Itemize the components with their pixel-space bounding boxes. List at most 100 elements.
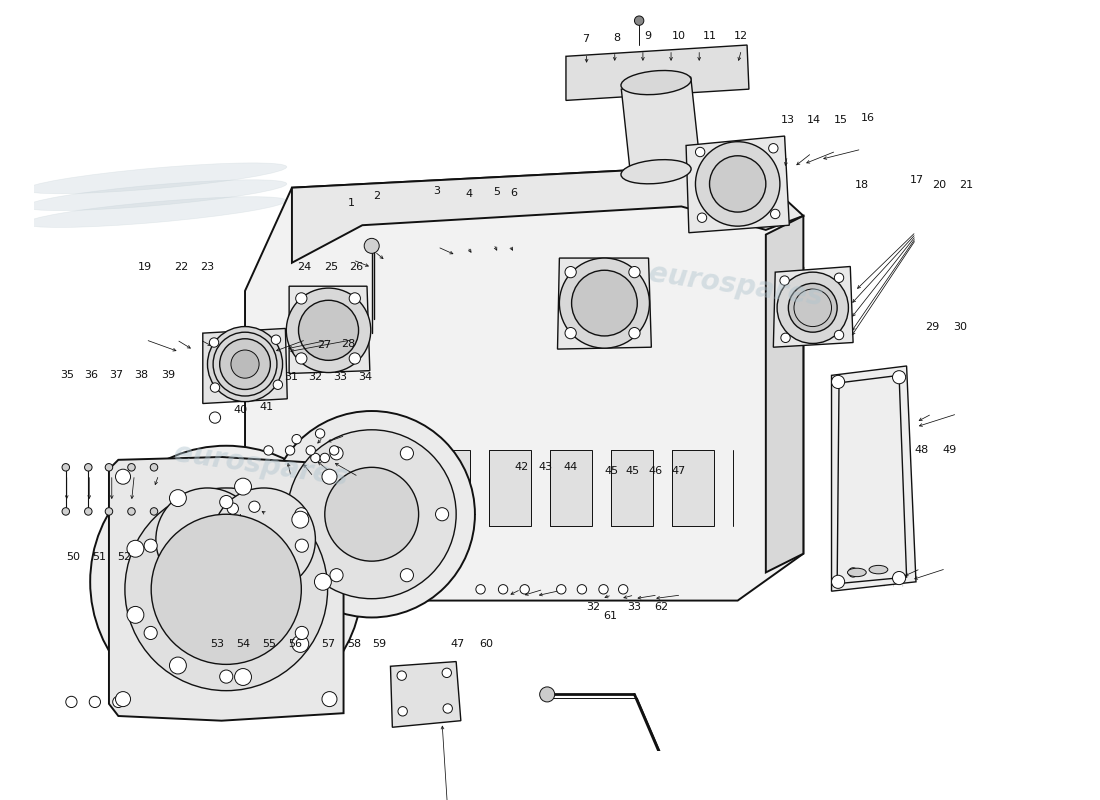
Circle shape (285, 446, 295, 455)
Polygon shape (672, 450, 714, 526)
Polygon shape (202, 329, 287, 403)
Text: 3: 3 (433, 186, 440, 197)
Circle shape (85, 508, 92, 515)
Text: 31: 31 (284, 372, 298, 382)
Circle shape (598, 585, 608, 594)
Text: 20: 20 (932, 180, 946, 190)
Text: 44: 44 (563, 462, 578, 472)
Text: 47: 47 (450, 639, 464, 649)
Text: 51: 51 (92, 552, 106, 562)
Circle shape (116, 692, 131, 706)
Text: 33: 33 (333, 372, 348, 382)
Circle shape (85, 463, 92, 471)
Circle shape (90, 446, 362, 718)
Text: 2: 2 (373, 191, 381, 201)
Circle shape (128, 463, 135, 471)
Text: 55: 55 (262, 639, 276, 649)
Circle shape (126, 606, 144, 623)
Circle shape (520, 585, 529, 594)
Circle shape (789, 283, 837, 332)
Circle shape (364, 238, 380, 254)
Text: 61: 61 (603, 610, 617, 621)
Polygon shape (566, 45, 749, 101)
Circle shape (228, 503, 239, 514)
Polygon shape (292, 164, 803, 262)
Text: 17: 17 (910, 175, 924, 185)
Circle shape (443, 704, 452, 713)
Circle shape (310, 454, 320, 462)
Text: 26: 26 (349, 262, 363, 272)
Circle shape (834, 330, 844, 340)
Circle shape (209, 412, 221, 423)
Text: 54: 54 (236, 639, 251, 649)
Circle shape (169, 657, 186, 674)
Circle shape (330, 569, 343, 582)
Circle shape (208, 326, 283, 402)
Circle shape (301, 783, 310, 793)
Circle shape (629, 327, 640, 338)
Text: 5: 5 (493, 187, 499, 197)
Circle shape (234, 669, 252, 686)
Circle shape (223, 783, 233, 793)
Circle shape (126, 540, 144, 557)
Text: 49: 49 (943, 446, 957, 455)
Polygon shape (766, 216, 803, 573)
Text: 12: 12 (734, 31, 748, 41)
Circle shape (306, 446, 316, 455)
Circle shape (156, 488, 260, 591)
Circle shape (695, 142, 780, 226)
Ellipse shape (869, 566, 888, 574)
Text: 23: 23 (200, 262, 214, 272)
Circle shape (398, 706, 407, 716)
Circle shape (330, 446, 343, 460)
Text: 38: 38 (134, 370, 148, 380)
Polygon shape (686, 136, 790, 233)
Text: 11: 11 (703, 31, 717, 41)
Text: 9: 9 (645, 31, 651, 41)
Circle shape (112, 696, 124, 707)
Circle shape (151, 463, 157, 471)
Text: 45: 45 (626, 466, 639, 477)
Circle shape (144, 539, 157, 552)
Circle shape (442, 668, 451, 678)
Text: 52: 52 (118, 552, 132, 562)
Text: 25: 25 (324, 262, 338, 272)
Text: 57: 57 (321, 639, 336, 649)
Circle shape (295, 539, 308, 552)
Circle shape (296, 353, 307, 364)
Circle shape (125, 488, 328, 690)
Polygon shape (289, 286, 370, 374)
Text: 35: 35 (59, 370, 74, 380)
Circle shape (106, 463, 112, 471)
Polygon shape (245, 164, 803, 601)
Circle shape (292, 511, 309, 528)
Circle shape (66, 696, 77, 707)
Circle shape (315, 574, 331, 590)
Circle shape (557, 585, 566, 594)
Circle shape (781, 333, 790, 342)
Text: 40: 40 (233, 405, 248, 415)
Circle shape (220, 338, 271, 390)
Circle shape (578, 585, 586, 594)
Text: 47: 47 (672, 466, 686, 477)
Text: 28: 28 (342, 339, 355, 349)
Circle shape (246, 783, 256, 793)
Ellipse shape (25, 180, 287, 210)
Circle shape (144, 626, 157, 639)
Text: 36: 36 (85, 370, 99, 380)
Circle shape (264, 446, 273, 455)
Circle shape (151, 514, 301, 664)
Circle shape (295, 508, 308, 521)
Circle shape (892, 370, 905, 384)
Text: 53: 53 (210, 639, 224, 649)
Circle shape (210, 383, 220, 392)
Text: 32: 32 (586, 602, 601, 611)
Circle shape (212, 488, 316, 591)
Circle shape (165, 539, 287, 662)
Text: 27: 27 (317, 340, 331, 350)
Circle shape (349, 293, 361, 304)
Circle shape (498, 585, 508, 594)
Circle shape (324, 783, 334, 793)
Polygon shape (773, 266, 854, 347)
Circle shape (476, 585, 485, 594)
